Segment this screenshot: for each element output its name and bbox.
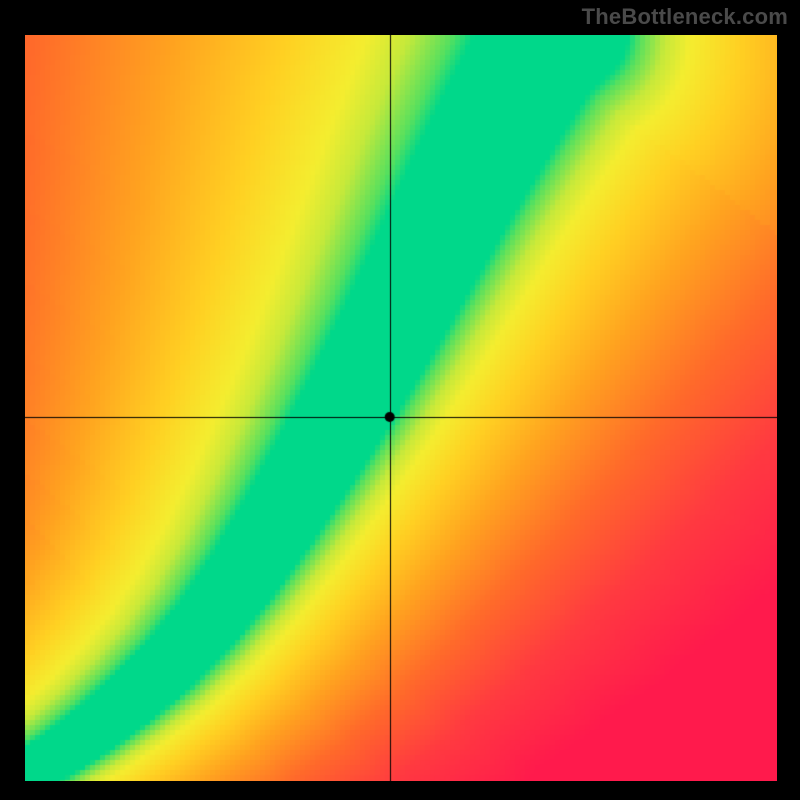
watermark-text: TheBottleneck.com xyxy=(582,4,788,30)
chart-container: TheBottleneck.com xyxy=(0,0,800,800)
heatmap-canvas xyxy=(25,35,777,781)
plot-frame xyxy=(24,34,776,780)
